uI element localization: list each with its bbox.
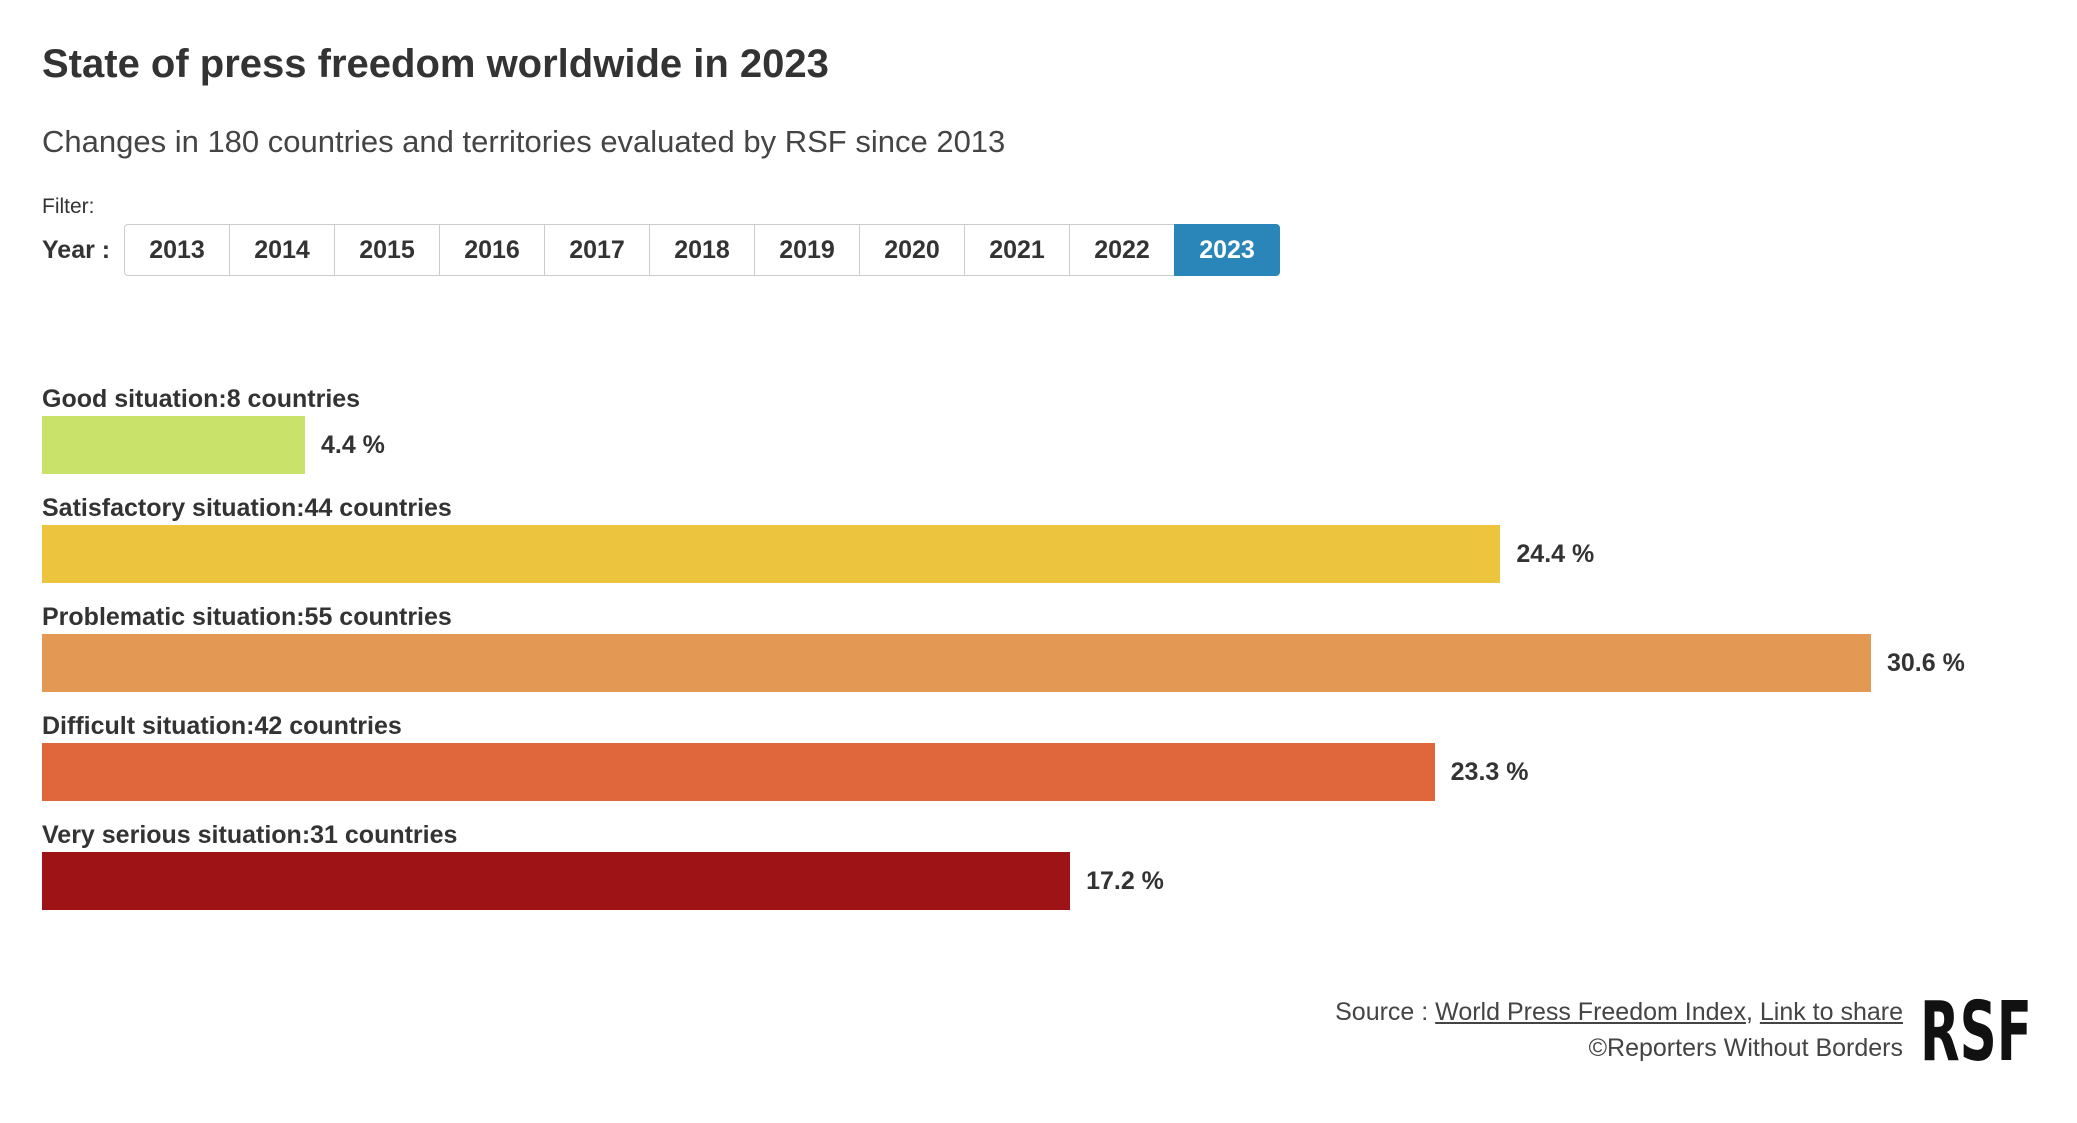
bar-label: Very serious situation:31 countries <box>42 821 458 849</box>
year-button-2019[interactable]: 2019 <box>754 224 860 276</box>
bar[interactable] <box>42 743 1435 801</box>
bar[interactable] <box>42 416 305 474</box>
bar-value-label: 23.3 % <box>1450 758 1529 786</box>
copyright: ©Reporters Without Borders <box>1588 1034 1903 1062</box>
filter-label: Filter: <box>42 195 95 218</box>
bar-label: Satisfactory situation:44 countries <box>42 494 452 522</box>
year-button-2015[interactable]: 2015 <box>334 224 440 276</box>
year-label: Year : <box>42 236 111 264</box>
year-button-2018[interactable]: 2018 <box>649 224 755 276</box>
source-separator: , <box>1745 998 1760 1026</box>
bar[interactable] <box>42 852 1071 910</box>
bar-value-label: 24.4 % <box>1516 540 1595 568</box>
world-press-freedom-index-link[interactable]: World Press Freedom Index <box>1435 998 1746 1026</box>
year-button-2023[interactable]: 2023 <box>1174 224 1280 276</box>
year-button-2013[interactable]: 2013 <box>124 224 230 276</box>
bar[interactable] <box>42 525 1501 583</box>
bar[interactable] <box>42 634 1871 692</box>
bar-label: Problematic situation:55 countries <box>42 603 452 631</box>
year-button-2016[interactable]: 2016 <box>439 224 545 276</box>
bar-value-label: 17.2 % <box>1086 867 1164 895</box>
rsf-logo-text: RSF <box>1920 988 2032 1064</box>
bar-label: Difficult situation:42 countries <box>42 712 402 740</box>
chart-subtitle: Changes in 180 countries and territories… <box>42 124 1006 159</box>
link-to-share[interactable]: Link to share <box>1759 998 1903 1026</box>
year-filter: 2013 2014 2015 2016 2017 2018 2019 2020 2021 2022… <box>124 224 1280 276</box>
chart-title: State of press freedom worldwide in 2023 <box>42 42 829 86</box>
source-prefix: Source : <box>1335 998 1436 1026</box>
year-button-2021[interactable]: 2021 <box>964 224 1070 276</box>
year-button-2020[interactable]: 2020 <box>859 224 965 276</box>
year-button-2017[interactable]: 2017 <box>544 224 650 276</box>
year-button-2022[interactable]: 2022 <box>1069 224 1175 276</box>
bar-value-label: 4.4 % <box>320 431 385 459</box>
year-button-2014[interactable]: 2014 <box>229 224 335 276</box>
bar-label: Good situation:8 countries <box>42 385 361 413</box>
rsf-logo: RSF <box>1920 988 2032 1064</box>
bar-value-label: 30.6 % <box>1887 649 1965 677</box>
source-line: Source : World Press Freedom Index, Link… <box>1335 998 1903 1027</box>
